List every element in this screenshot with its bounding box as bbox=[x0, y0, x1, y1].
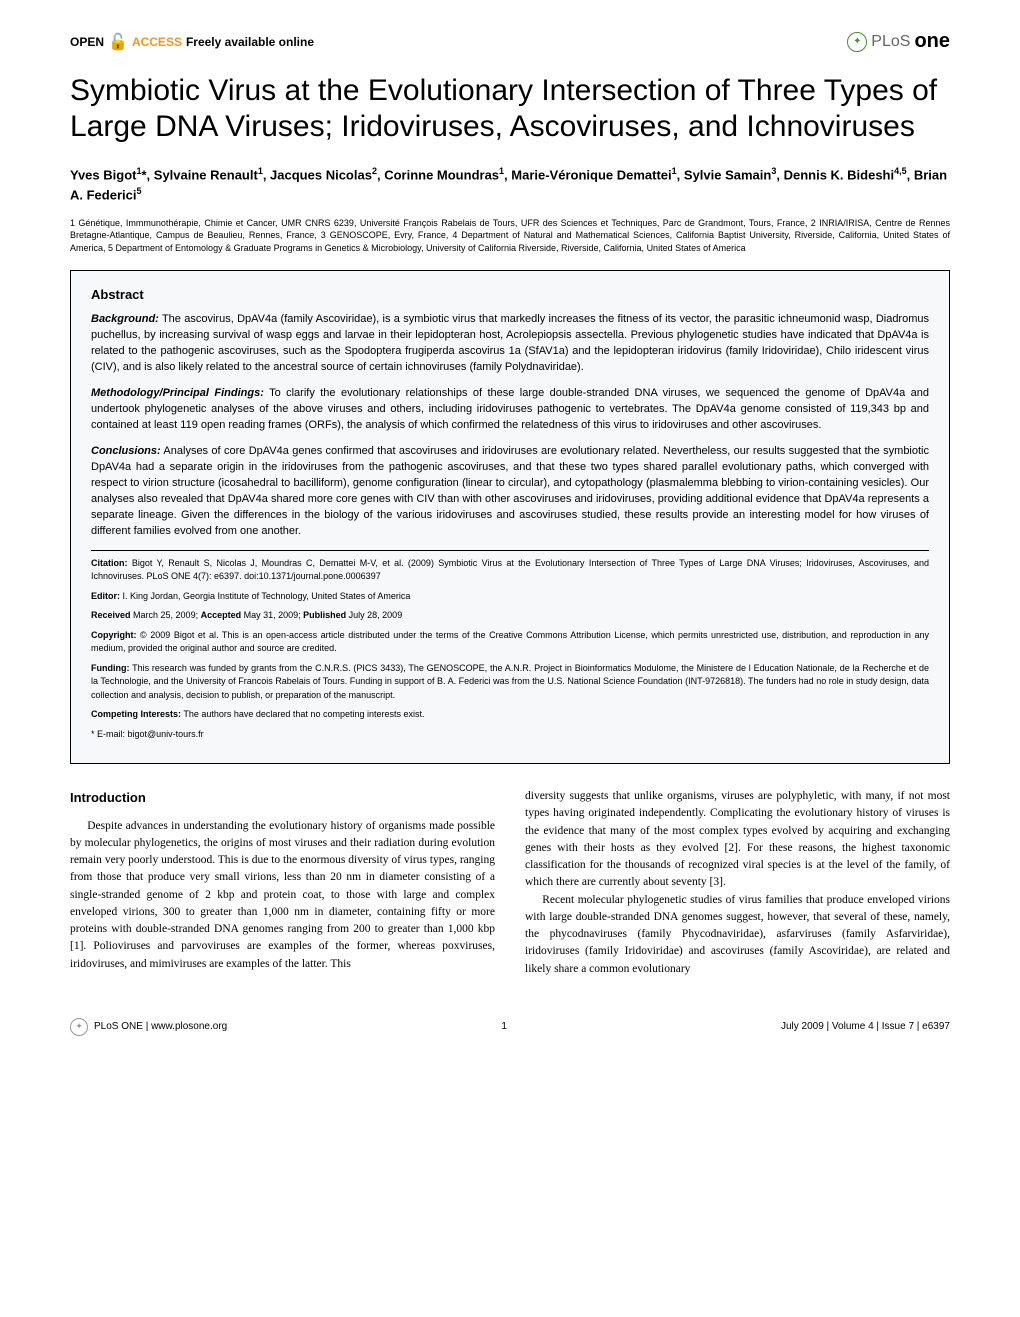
dates-line: Received March 25, 2009; Accepted May 31… bbox=[91, 609, 929, 623]
editor-label: Editor: bbox=[91, 591, 120, 601]
abstract-heading: Abstract bbox=[91, 287, 929, 302]
published-label: Published bbox=[303, 610, 346, 620]
competing-line: Competing Interests: The authors have de… bbox=[91, 708, 929, 722]
access-text: ACCESS bbox=[132, 35, 182, 49]
copyright-text: © 2009 Bigot et al. This is an open-acce… bbox=[91, 630, 929, 654]
journal-logo: ✦ PLoS one bbox=[847, 30, 950, 53]
citation-label: Citation: bbox=[91, 558, 128, 568]
abstract-methods: Methodology/Principal Findings: To clari… bbox=[91, 386, 929, 434]
background-label: Background: bbox=[91, 313, 159, 325]
footer-issue: July 2009 | Volume 4 | Issue 7 | e6397 bbox=[781, 1021, 950, 1032]
column-left: Introduction Despite advances in underst… bbox=[70, 788, 495, 978]
footer-left: ✦ PLoS ONE | www.plosone.org bbox=[70, 1018, 227, 1036]
abstract-conclusions: Conclusions: Analyses of core DpAV4a gen… bbox=[91, 444, 929, 540]
page-footer: ✦ PLoS ONE | www.plosone.org 1 July 2009… bbox=[70, 1018, 950, 1036]
open-text: OPEN bbox=[70, 35, 104, 49]
accepted-text: May 31, 2009; bbox=[241, 610, 303, 620]
copyright-label: Copyright: bbox=[91, 630, 137, 640]
footer-site: PLoS ONE | www.plosone.org bbox=[94, 1021, 227, 1032]
intro-heading: Introduction bbox=[70, 788, 495, 808]
background-text: The ascovirus, DpAV4a (family Ascovirida… bbox=[91, 313, 929, 373]
intro-paragraph-2: diversity suggests that unlike organisms… bbox=[525, 788, 950, 892]
footer-page: 1 bbox=[501, 1021, 507, 1032]
divider bbox=[91, 550, 929, 551]
editor-line: Editor: I. King Jordan, Georgia Institut… bbox=[91, 590, 929, 604]
conclusions-text: Analyses of core DpAV4a genes confirmed … bbox=[91, 445, 929, 537]
methods-label: Methodology/Principal Findings: bbox=[91, 387, 264, 399]
lock-icon: 🔓 bbox=[108, 32, 128, 52]
published-text: July 28, 2009 bbox=[346, 610, 402, 620]
intro-paragraph-3: Recent molecular phylogenetic studies of… bbox=[525, 892, 950, 978]
funding-label: Funding: bbox=[91, 663, 129, 673]
author-list: Yves Bigot1*, Sylvaine Renault1, Jacques… bbox=[70, 165, 950, 205]
open-access-badge: OPEN 🔓 ACCESS Freely available online bbox=[70, 32, 314, 52]
abstract-background: Background: The ascovirus, DpAV4a (famil… bbox=[91, 312, 929, 376]
received-label: Received bbox=[91, 610, 131, 620]
one-label: one bbox=[914, 30, 950, 53]
editor-text: I. King Jordan, Georgia Institute of Tec… bbox=[120, 591, 410, 601]
competing-label: Competing Interests: bbox=[91, 709, 181, 719]
competing-text: The authors have declared that no compet… bbox=[181, 709, 424, 719]
funding-line: Funding: This research was funded by gra… bbox=[91, 662, 929, 703]
article-title: Symbiotic Virus at the Evolutionary Inte… bbox=[70, 73, 950, 145]
citation-line: Citation: Bigot Y, Renault S, Nicolas J,… bbox=[91, 557, 929, 584]
abstract-box: Abstract Background: The ascovirus, DpAV… bbox=[70, 270, 950, 764]
received-text: March 25, 2009; bbox=[131, 610, 201, 620]
plos-icon: ✦ bbox=[847, 32, 867, 52]
column-right: diversity suggests that unlike organisms… bbox=[525, 788, 950, 978]
email-line: * E-mail: bigot@univ-tours.fr bbox=[91, 728, 929, 742]
plos-label: PLoS bbox=[871, 33, 910, 51]
header-bar: OPEN 🔓 ACCESS Freely available online ✦ … bbox=[70, 30, 950, 53]
footer-icon: ✦ bbox=[70, 1018, 88, 1036]
conclusions-label: Conclusions: bbox=[91, 445, 161, 457]
affiliations: 1 Génétique, Immmunothérapie, Chimie et … bbox=[70, 217, 950, 255]
intro-paragraph-1: Despite advances in understanding the ev… bbox=[70, 818, 495, 973]
copyright-line: Copyright: © 2009 Bigot et al. This is a… bbox=[91, 629, 929, 656]
accepted-label: Accepted bbox=[201, 610, 242, 620]
funding-text: This research was funded by grants from … bbox=[91, 663, 929, 700]
body-content: Introduction Despite advances in underst… bbox=[70, 788, 950, 978]
citation-text: Bigot Y, Renault S, Nicolas J, Moundras … bbox=[91, 558, 929, 582]
freely-text: Freely available online bbox=[186, 35, 314, 49]
